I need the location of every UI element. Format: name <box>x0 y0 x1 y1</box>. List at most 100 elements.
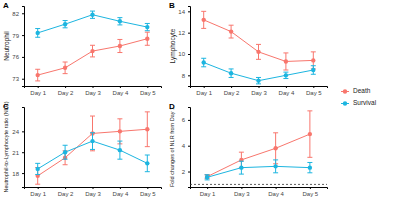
y-tick-label: 8 <box>182 73 186 79</box>
error-bar <box>311 66 316 75</box>
error-bar-cap <box>307 162 312 163</box>
error-bar-cap <box>35 80 40 81</box>
error-bar <box>35 168 40 185</box>
error-bar-cap <box>35 28 40 29</box>
y-tick-mark <box>22 35 24 36</box>
y-axis: 8101214 <box>178 7 190 87</box>
plot-area: 182124Day 1Day 2Day 3Day 4Day 5 <box>12 108 161 198</box>
error-bar-cap <box>63 73 68 74</box>
x-tick-label: Day 3 <box>234 191 250 197</box>
x-tick: Day 5 <box>303 187 319 197</box>
point <box>90 49 94 53</box>
error-bar-cap <box>283 70 288 71</box>
error-bar <box>145 32 150 45</box>
y-tick: 24 <box>12 129 24 135</box>
point <box>36 174 40 178</box>
error-bar <box>35 69 40 81</box>
error-bar-cap <box>35 37 40 38</box>
x-axis-line <box>25 188 162 190</box>
legend-item: Survival <box>341 99 377 106</box>
error-bar-cap <box>145 32 150 33</box>
x-tick-mark <box>93 187 94 189</box>
error-bar-cap <box>205 174 210 175</box>
error-bar-cap <box>256 59 261 60</box>
x-tick: Day 4 <box>113 86 129 96</box>
point <box>145 37 149 41</box>
error-bar <box>205 175 210 180</box>
error-bar <box>256 77 261 83</box>
error-bar <box>239 161 244 174</box>
y-axis-line <box>188 7 191 87</box>
error-bar <box>145 23 150 30</box>
x-tick-mark <box>120 187 121 189</box>
error-bar-stem <box>92 116 93 151</box>
error-bar <box>273 133 278 164</box>
x-tick: Day 5 <box>140 86 156 96</box>
y-tick-mark <box>22 131 24 132</box>
error-bar-cap <box>117 52 122 53</box>
error-bar <box>90 133 95 150</box>
series-line <box>207 166 310 177</box>
y-axis-title: Lymphocyte <box>169 28 177 63</box>
point <box>311 68 315 72</box>
y-tick: 21 <box>12 150 24 156</box>
error-bar-cap <box>90 56 95 57</box>
x-tick-mark <box>276 187 277 189</box>
series-line <box>38 129 148 176</box>
error-bar-cap <box>239 161 244 162</box>
legend-symbol <box>343 101 347 105</box>
figure: 73767982Day 1Day 2Day 3Day 4Day 5Neutrop… <box>0 0 400 203</box>
panel: 73767982Day 1Day 2Day 3Day 4Day 5Neutrop… <box>3 1 162 96</box>
error-bar <box>145 112 150 147</box>
x-tick: Day 3 <box>85 187 101 197</box>
legend-label: Death <box>353 87 371 94</box>
x-tick: Day 4 <box>268 187 284 197</box>
point <box>63 66 67 70</box>
panel-label: D <box>169 102 175 111</box>
x-tick-label: Day 1 <box>30 191 46 197</box>
y-tick-mark <box>188 75 190 76</box>
panel: 182124Day 1Day 2Day 3Day 4Day 5Neutrophi… <box>3 101 162 197</box>
x-tick: Day 3 <box>85 86 101 96</box>
y-tick-mark <box>22 79 24 80</box>
y-tick-label: 12 <box>178 30 185 36</box>
x-tick-mark <box>231 86 232 88</box>
error-bar-cap <box>63 27 68 28</box>
point <box>36 31 40 35</box>
x-tick: Day 1 <box>30 86 46 96</box>
series-line <box>38 39 148 75</box>
error-bar <box>63 62 68 74</box>
error-bar <box>145 155 150 172</box>
y-tick-mark <box>188 11 190 12</box>
point <box>273 164 277 168</box>
point <box>284 59 288 63</box>
error-bar-cap <box>283 72 288 73</box>
error-bar-cap <box>35 163 40 164</box>
y-tick-label: 82 <box>12 11 19 17</box>
x-axis: Day 1Day 3Day 4Day 5 <box>191 187 328 197</box>
y-tick: 8 <box>182 73 190 79</box>
error-bar <box>283 72 288 78</box>
error-bar-cap <box>201 11 206 12</box>
panel-label: C <box>3 102 9 111</box>
error-bar-cap <box>239 152 244 153</box>
error-bar <box>90 45 95 57</box>
error-bar-cap <box>307 157 312 158</box>
x-tick-mark <box>38 86 39 88</box>
point <box>202 18 206 22</box>
y-tick-mark <box>188 120 190 121</box>
y-tick: 6 <box>182 117 190 123</box>
point <box>239 165 243 169</box>
point <box>63 150 67 154</box>
x-tick: Day 5 <box>306 86 322 96</box>
error-bar-cap <box>90 132 95 133</box>
y-tick: 14 <box>178 9 190 15</box>
error-bar-cap <box>311 74 316 75</box>
error-bar-cap <box>311 51 316 52</box>
y-axis-title: Neutrophil <box>3 31 11 61</box>
point <box>308 165 312 169</box>
error-bar <box>307 111 312 157</box>
point <box>229 29 233 33</box>
point <box>90 13 94 17</box>
x-tick-label: Day 5 <box>306 90 322 96</box>
